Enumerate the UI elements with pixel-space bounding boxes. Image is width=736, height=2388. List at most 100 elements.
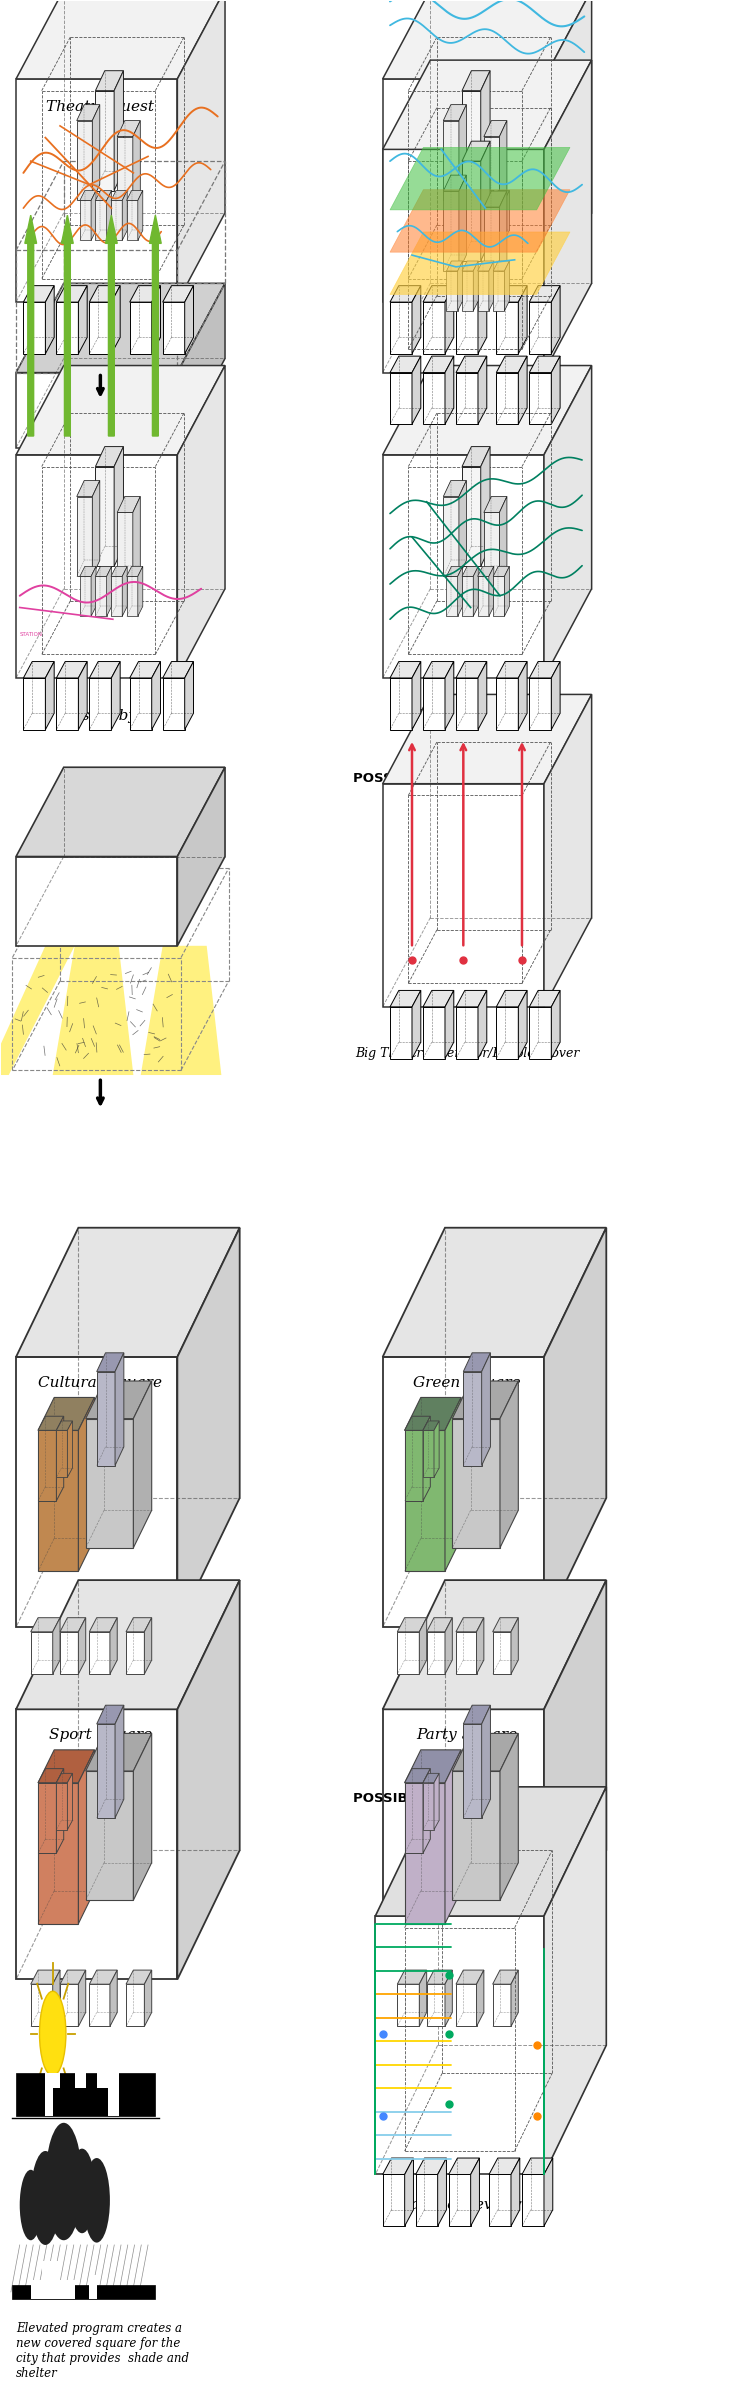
Polygon shape [456,287,486,303]
Polygon shape [493,201,504,241]
Polygon shape [462,260,478,270]
Polygon shape [177,0,225,303]
Polygon shape [91,191,96,241]
Polygon shape [16,1356,177,1626]
Polygon shape [453,1380,518,1418]
Polygon shape [412,991,421,1058]
Polygon shape [447,566,463,576]
Polygon shape [489,2175,511,2226]
Polygon shape [38,1784,57,1853]
Polygon shape [412,356,421,425]
Text: Cultural Square: Cultural Square [38,1375,163,1390]
Polygon shape [445,1970,453,2027]
Polygon shape [544,1227,606,1626]
Polygon shape [427,1631,445,1674]
Polygon shape [496,678,518,731]
Text: Escalators: Escalators [426,394,508,408]
Polygon shape [390,148,570,210]
Polygon shape [138,566,143,616]
Polygon shape [423,678,445,731]
Polygon shape [24,661,54,678]
Polygon shape [529,373,551,425]
Polygon shape [476,1617,484,1674]
Polygon shape [177,1227,240,1626]
Polygon shape [16,284,225,373]
Polygon shape [144,1617,152,1674]
Polygon shape [96,72,124,91]
Polygon shape [493,260,509,270]
Circle shape [31,2152,60,2245]
Polygon shape [57,1421,73,1430]
Polygon shape [53,1617,60,1674]
Polygon shape [383,365,592,454]
Polygon shape [462,160,481,260]
Polygon shape [443,497,459,576]
Polygon shape [383,150,544,373]
Polygon shape [78,1397,94,1571]
Polygon shape [484,208,500,277]
Polygon shape [107,191,112,241]
Polygon shape [16,1581,240,1710]
Polygon shape [518,356,527,425]
Polygon shape [92,105,100,201]
Polygon shape [397,1984,420,2027]
Polygon shape [115,1705,124,1817]
Polygon shape [423,1421,439,1430]
Polygon shape [107,566,112,616]
Polygon shape [443,174,467,191]
Polygon shape [38,1784,78,1925]
Polygon shape [544,365,592,678]
Polygon shape [484,136,500,205]
Polygon shape [489,2159,520,2175]
Polygon shape [484,513,500,583]
Polygon shape [518,661,527,731]
Polygon shape [68,1421,73,1478]
Polygon shape [462,72,490,91]
Polygon shape [31,1631,53,1674]
Polygon shape [511,1970,518,2027]
Circle shape [46,2123,82,2240]
Polygon shape [445,356,454,425]
Polygon shape [85,1734,152,1772]
Polygon shape [493,576,504,616]
Polygon shape [89,1631,110,1674]
Polygon shape [111,576,122,616]
Polygon shape [518,991,527,1058]
Polygon shape [31,2261,96,2300]
Polygon shape [496,287,527,303]
Polygon shape [57,303,78,353]
Polygon shape [459,174,467,270]
Polygon shape [445,661,454,731]
Polygon shape [390,189,570,253]
Polygon shape [529,661,560,678]
Polygon shape [423,1008,445,1058]
Polygon shape [60,1631,78,1674]
Polygon shape [127,201,138,241]
Polygon shape [443,122,459,201]
Polygon shape [390,287,421,303]
Polygon shape [500,1380,518,1547]
Polygon shape [126,1984,144,2027]
Polygon shape [126,1631,144,1674]
Polygon shape [85,1380,152,1418]
Polygon shape [57,1784,68,1829]
Polygon shape [127,576,138,616]
Polygon shape [130,678,152,731]
Polygon shape [511,2159,520,2226]
Text: Passer by: Passer by [63,709,138,724]
Polygon shape [529,287,560,303]
Polygon shape [447,201,458,241]
Polygon shape [185,661,194,731]
Polygon shape [89,1984,110,2027]
Polygon shape [453,1772,500,1901]
Polygon shape [462,576,473,616]
Polygon shape [478,201,489,241]
Polygon shape [46,2068,118,2116]
Text: Green Square: Green Square [413,1375,521,1390]
Text: POSSIBLE SQUARE SCENARIOS: POSSIBLE SQUARE SCENARIOS [353,1791,581,1805]
Polygon shape [92,480,100,576]
Polygon shape [141,946,222,1075]
Polygon shape [16,365,225,454]
Polygon shape [79,576,91,616]
Polygon shape [60,1617,85,1631]
